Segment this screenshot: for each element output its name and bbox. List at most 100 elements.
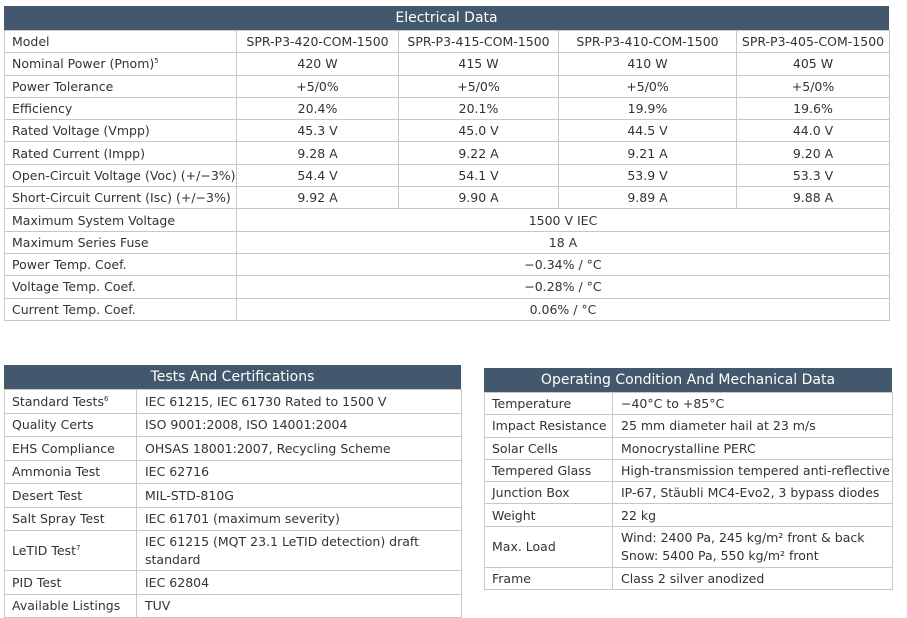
row-label: Power Tolerance <box>4 74 237 98</box>
cell-value: 53.9 V <box>558 163 737 188</box>
electrical-data-table: Model SPR-P3-420-COM-1500 SPR-P3-415-COM… <box>4 29 890 321</box>
table-row: Solar Cells Monocrystalline PERC <box>484 436 893 460</box>
cell-value: 9.90 A <box>398 186 559 210</box>
table-row: Short-Circuit Current (Isc) (+/−3%) 9.92… <box>4 186 890 210</box>
table-row: Frame Class 2 silver anodized <box>484 566 893 591</box>
cell-value: IEC 61215 (MQT 23.1 LeTID detection) dra… <box>136 530 462 571</box>
row-label: Impact Resistance <box>484 414 613 438</box>
cell-value: 19.9% <box>558 96 737 121</box>
row-label: Weight <box>484 503 613 527</box>
table-row: Nominal Power (Pnom)5 420 W 415 W 410 W … <box>4 52 890 76</box>
tests-certifications-panel: Tests And Certifications Standard Tests6… <box>4 365 462 618</box>
cell-value: 45.0 V <box>398 119 559 143</box>
table-row: Salt Spray Test IEC 61701 (maximum sever… <box>4 506 462 531</box>
table-row: Desert Test MIL-STD-810G <box>4 483 462 508</box>
cell-value: IEC 61701 (maximum severity) <box>136 506 462 531</box>
table-row: Ammonia Test IEC 62716 <box>4 459 462 484</box>
column-header-model-420: SPR-P3-420-COM-1500 <box>236 29 399 54</box>
table-row: Tempered Glass High-transmission tempere… <box>484 458 893 483</box>
cell-value: 0.06% / °C <box>236 297 890 321</box>
row-label: Junction Box <box>484 481 613 505</box>
table-row: Quality Certs ISO 9001:2008, ISO 14001:2… <box>4 412 462 437</box>
tests-certifications-table: Standard Tests6 IEC 61215, IEC 61730 Rat… <box>4 389 462 618</box>
table-row: Power Temp. Coef. −0.34% / °C <box>4 252 890 277</box>
row-label: Nominal Power (Pnom)5 <box>4 52 237 76</box>
electrical-data-panel: Electrical Data Model SPR-P3-420-COM-150… <box>4 6 890 321</box>
row-label: Frame <box>484 566 613 591</box>
table-row: Temperature −40°C to +85°C <box>484 391 893 416</box>
cell-value: 9.28 A <box>236 141 399 165</box>
cell-value: 19.6% <box>736 96 890 121</box>
operating-mechanical-panel: Operating Condition And Mechanical Data … <box>484 368 893 591</box>
cell-value: 20.1% <box>398 96 559 121</box>
row-label: Solar Cells <box>484 436 613 460</box>
cell-value: +5/0% <box>736 74 890 98</box>
row-label: Maximum Series Fuse <box>4 230 237 254</box>
cell-value: +5/0% <box>398 74 559 98</box>
cell-value: 410 W <box>558 52 737 76</box>
table-row: Rated Current (Impp) 9.28 A 9.22 A 9.21 … <box>4 141 890 165</box>
cell-value: 54.4 V <box>236 163 399 188</box>
cell-value: 9.20 A <box>736 141 890 165</box>
cell-value: IEC 62716 <box>136 459 462 484</box>
cell-value: 18 A <box>236 230 890 254</box>
row-label: Power Temp. Coef. <box>4 252 237 277</box>
cell-value: IP-67, Stäubli MC4-Evo2, 3 bypass diodes <box>612 481 893 505</box>
cell-value: 9.22 A <box>398 141 559 165</box>
table-row: Weight 22 kg <box>484 503 893 527</box>
row-label: Rated Voltage (Vmpp) <box>4 119 237 143</box>
max-load-wind: Wind: 2400 Pa, 245 kg/m² front & back <box>621 529 865 545</box>
table-row: Max. Load Wind: 2400 Pa, 245 kg/m² front… <box>484 525 893 568</box>
operating-mechanical-table: Temperature −40°C to +85°C Impact Resist… <box>484 391 893 591</box>
cell-value: 53.3 V <box>736 163 890 188</box>
row-label: Rated Current (Impp) <box>4 141 237 165</box>
cell-value: 54.1 V <box>398 163 559 188</box>
footnote-marker: 7 <box>75 544 81 552</box>
cell-value: 405 W <box>736 52 890 76</box>
row-label: Available Listings <box>4 593 137 618</box>
cell-value: +5/0% <box>236 74 399 98</box>
cell-value: 9.88 A <box>736 186 890 210</box>
table-row: Current Temp. Coef. 0.06% / °C <box>4 297 890 321</box>
table-row: Available Listings TUV <box>4 593 462 618</box>
row-label: Max. Load <box>484 525 613 568</box>
cell-value: 415 W <box>398 52 559 76</box>
table-row: Standard Tests6 IEC 61215, IEC 61730 Rat… <box>4 389 462 414</box>
cell-value: 420 W <box>236 52 399 76</box>
row-label: Short-Circuit Current (Isc) (+/−3%) <box>4 186 237 210</box>
cell-value: Monocrystalline PERC <box>612 436 893 460</box>
cell-value: 9.92 A <box>236 186 399 210</box>
row-label: Maximum System Voltage <box>4 208 237 232</box>
cell-value: +5/0% <box>558 74 737 98</box>
table-row: Open-Circuit Voltage (Voc) (+/−3%) 54.4 … <box>4 163 890 188</box>
footnote-marker: 5 <box>154 57 159 66</box>
max-load-snow: Snow: 5400 Pa, 550 kg/m² front <box>621 547 819 563</box>
column-header-model: Model <box>4 29 237 54</box>
cell-value: TUV <box>136 593 462 618</box>
row-label: EHS Compliance <box>4 436 137 461</box>
row-label: Quality Certs <box>4 412 137 437</box>
footnote-marker: 6 <box>103 394 109 403</box>
column-header-model-415: SPR-P3-415-COM-1500 <box>398 29 559 54</box>
row-label: Open-Circuit Voltage (Voc) (+/−3%) <box>4 163 237 188</box>
table-header-row: Model SPR-P3-420-COM-1500 SPR-P3-415-COM… <box>4 29 890 54</box>
cell-value: −0.28% / °C <box>236 275 890 299</box>
row-label: Tempered Glass <box>484 458 613 483</box>
row-label: Current Temp. Coef. <box>4 297 237 321</box>
cell-value: 20.4% <box>236 96 399 121</box>
row-label: Voltage Temp. Coef. <box>4 275 237 299</box>
cell-value: OHSAS 18001:2007, Recycling Scheme <box>136 436 462 461</box>
table-row: LeTID Test7 IEC 61215 (MQT 23.1 LeTID de… <box>4 530 462 571</box>
table-row: PID Test IEC 62804 <box>4 570 462 595</box>
row-label: LeTID Test7 <box>4 530 137 571</box>
row-label: Salt Spray Test <box>4 506 137 531</box>
table-row: Impact Resistance 25 mm diameter hail at… <box>484 414 893 438</box>
table-row: Maximum System Voltage 1500 V IEC <box>4 208 890 232</box>
row-label: PID Test <box>4 570 137 595</box>
operating-mechanical-title: Operating Condition And Mechanical Data <box>484 368 892 392</box>
cell-value: ISO 9001:2008, ISO 14001:2004 <box>136 412 462 437</box>
column-header-model-410: SPR-P3-410-COM-1500 <box>558 29 737 54</box>
cell-value: High-transmission tempered anti-reflecti… <box>612 458 893 483</box>
cell-value: −40°C to +85°C <box>612 391 893 416</box>
cell-value: MIL-STD-810G <box>136 483 462 508</box>
